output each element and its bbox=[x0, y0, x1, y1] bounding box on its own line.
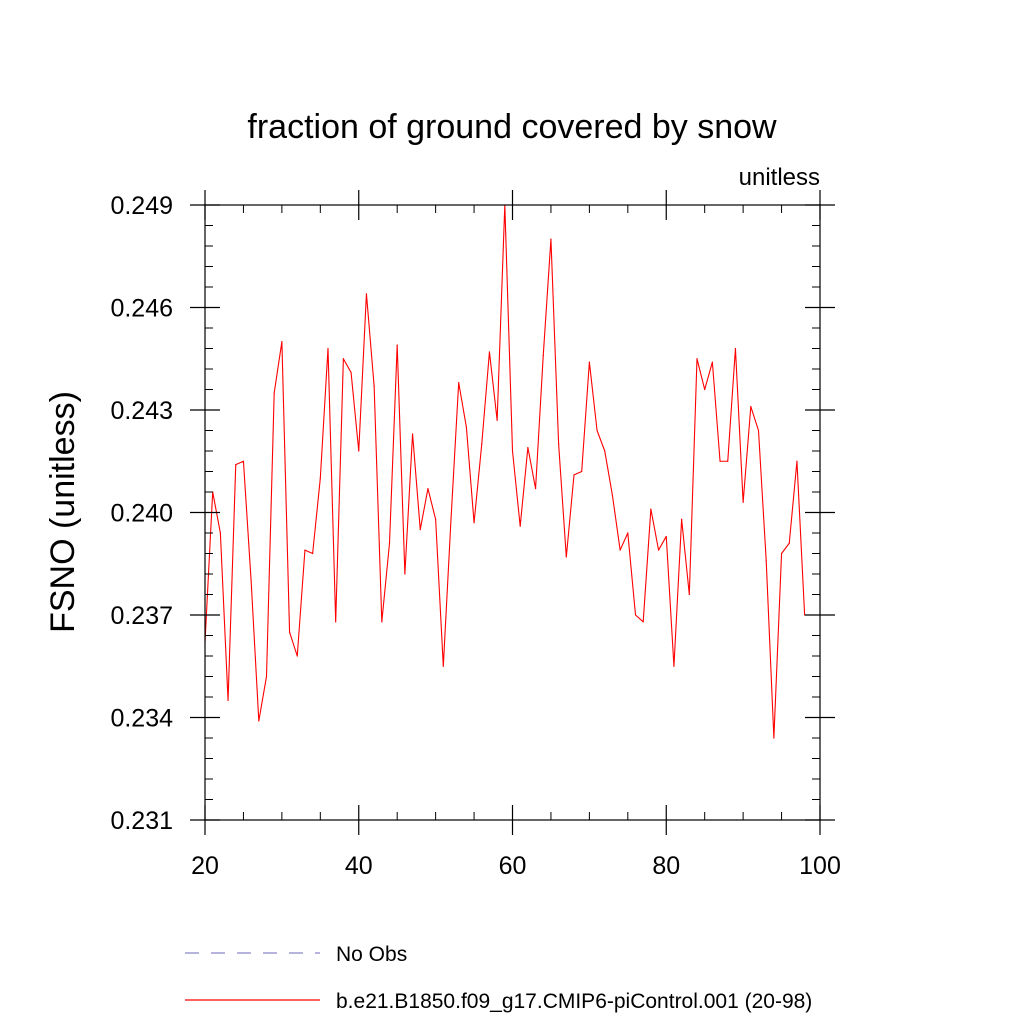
data-point bbox=[711, 361, 713, 363]
legend-label-no-obs: No Obs bbox=[336, 943, 407, 966]
data-point bbox=[727, 460, 729, 462]
units-label: unitless bbox=[739, 164, 820, 191]
series-line-1 bbox=[204, 204, 806, 739]
data-point bbox=[796, 460, 798, 462]
data-point bbox=[704, 388, 706, 391]
data-point bbox=[527, 446, 529, 449]
data-point bbox=[304, 549, 306, 551]
data-point bbox=[804, 614, 806, 616]
x-tick-label: 40 bbox=[345, 852, 373, 880]
x-tick-label: 20 bbox=[191, 852, 219, 880]
data-point bbox=[319, 477, 321, 479]
data-point bbox=[373, 385, 375, 387]
data-point bbox=[365, 293, 368, 295]
data-point bbox=[481, 443, 483, 445]
plot-area bbox=[204, 204, 806, 739]
data-point bbox=[742, 501, 744, 503]
y-tick-label: 0.240 bbox=[110, 500, 173, 528]
data-point bbox=[573, 474, 575, 476]
data-point bbox=[588, 361, 590, 363]
x-tick-label: 100 bbox=[799, 852, 841, 880]
data-point bbox=[688, 593, 690, 596]
data-point bbox=[435, 518, 437, 520]
y-tick-label: 0.234 bbox=[110, 705, 173, 733]
x-tick-label: 60 bbox=[499, 852, 527, 880]
data-point bbox=[534, 487, 537, 490]
data-point bbox=[411, 433, 414, 435]
data-point bbox=[642, 621, 644, 623]
data-point bbox=[419, 528, 421, 531]
data-point bbox=[488, 351, 491, 353]
data-point bbox=[681, 518, 683, 520]
y-tick-label: 0.243 bbox=[110, 397, 173, 425]
chart-title: fraction of ground covered by snow bbox=[247, 108, 777, 146]
data-point bbox=[604, 450, 606, 452]
data-point bbox=[719, 460, 721, 462]
data-point bbox=[788, 542, 790, 544]
data-point bbox=[511, 450, 514, 452]
data-point bbox=[296, 655, 298, 657]
plot-frame bbox=[204, 204, 821, 821]
data-point bbox=[611, 494, 614, 497]
data-point bbox=[219, 532, 221, 534]
data-point bbox=[650, 508, 652, 510]
y-tick-label: 0.237 bbox=[110, 602, 173, 630]
axes: 20 40 60 80 100 0.231 0.234 0.237 0.240 0.243 0.24… bbox=[110, 190, 841, 880]
data-point bbox=[381, 621, 383, 623]
data-point bbox=[596, 429, 598, 432]
data-point bbox=[258, 720, 260, 722]
data-point bbox=[350, 371, 352, 374]
data-point bbox=[619, 549, 621, 551]
data-point bbox=[358, 450, 360, 452]
data-point bbox=[396, 344, 398, 346]
y-tick-label: 0.231 bbox=[110, 807, 173, 835]
data-point bbox=[673, 665, 675, 667]
data-point bbox=[450, 518, 452, 520]
data-point bbox=[765, 559, 767, 561]
data-point bbox=[273, 392, 275, 394]
y-tick-label: 0.249 bbox=[110, 192, 173, 220]
data-point bbox=[442, 665, 444, 667]
legend-label-model: b.e21.B1850.f09_g17.CMIP6-piControl.001 … bbox=[336, 990, 812, 1013]
data-point bbox=[427, 487, 429, 490]
data-point bbox=[458, 382, 460, 384]
data-point bbox=[281, 341, 283, 343]
data-point bbox=[465, 426, 467, 428]
data-point bbox=[581, 470, 583, 473]
data-point bbox=[388, 542, 391, 544]
data-point bbox=[657, 549, 660, 551]
data-point bbox=[565, 556, 567, 558]
data-point bbox=[327, 347, 329, 350]
y-axis-label: FSNO (unitless) bbox=[44, 391, 82, 633]
data-point bbox=[750, 405, 752, 408]
data-point bbox=[227, 699, 229, 702]
y-tick-label: 0.246 bbox=[110, 295, 173, 323]
data-point bbox=[235, 464, 237, 466]
data-point bbox=[665, 535, 667, 538]
data-point bbox=[404, 573, 406, 575]
data-point bbox=[550, 238, 552, 240]
data-point bbox=[558, 443, 560, 445]
data-point bbox=[627, 532, 629, 534]
data-point bbox=[634, 614, 637, 616]
data-point bbox=[780, 552, 783, 555]
data-point bbox=[342, 358, 344, 360]
legend: No Obs b.e21.B1850.f09_g17.CMIP6-piContr… bbox=[185, 943, 812, 1013]
data-point bbox=[242, 460, 245, 462]
data-point bbox=[250, 580, 252, 582]
data-point bbox=[473, 522, 475, 524]
data-point bbox=[734, 347, 737, 350]
data-point bbox=[519, 525, 521, 527]
data-point bbox=[312, 552, 314, 555]
data-point bbox=[496, 419, 498, 421]
data-point bbox=[288, 631, 291, 633]
data-point bbox=[773, 737, 775, 739]
data-point bbox=[335, 621, 337, 623]
data-point bbox=[696, 358, 698, 360]
data-point bbox=[265, 675, 268, 678]
data-point bbox=[757, 429, 760, 432]
data-point bbox=[542, 354, 544, 356]
x-tick-label: 80 bbox=[652, 852, 680, 880]
